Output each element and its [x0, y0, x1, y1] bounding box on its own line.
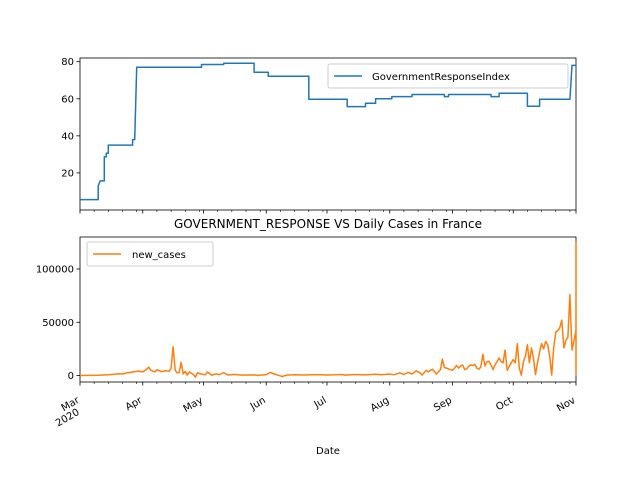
bottom-chart-title: GOVERNMENT_RESPONSE VS Daily Cases in Fr…	[174, 217, 482, 231]
top-legend-box	[327, 63, 569, 89]
top-legend-label: GovernmentResponseIndex	[372, 72, 510, 83]
bottom-legend: new_cases	[86, 241, 214, 267]
top-x-axis	[79, 210, 577, 214]
bottom-series-line	[79, 241, 577, 378]
top-series-line	[80, 62, 576, 201]
bottom-y-axis: 0 50000 100000	[36, 264, 80, 382]
top-legend: GovernmentResponseIndex	[327, 63, 569, 89]
top-y-axis: 20 40 60 80	[61, 57, 80, 179]
top-y-tick-label: 40	[61, 131, 74, 142]
bottom-panel: GOVERNMENT_RESPONSE VS Daily Cases in Fr…	[36, 217, 578, 457]
bottom-y-tick-label: 0	[68, 371, 74, 382]
x-axis-label: Date	[316, 446, 340, 457]
bottom-legend-label: new_cases	[132, 250, 186, 261]
top-y-tick-label: 20	[61, 168, 74, 179]
top-y-tick-label: 80	[61, 57, 74, 68]
top-y-tick-label: 60	[61, 94, 74, 105]
top-series	[80, 62, 576, 201]
bottom-legend-box	[86, 241, 214, 267]
bottom-y-tick-label: 100000	[36, 264, 74, 275]
bottom-series	[79, 241, 577, 378]
bottom-y-tick-label: 50000	[42, 318, 74, 329]
top-panel: 20 40 60 80 GovernmentResponseIndex	[61, 57, 577, 214]
